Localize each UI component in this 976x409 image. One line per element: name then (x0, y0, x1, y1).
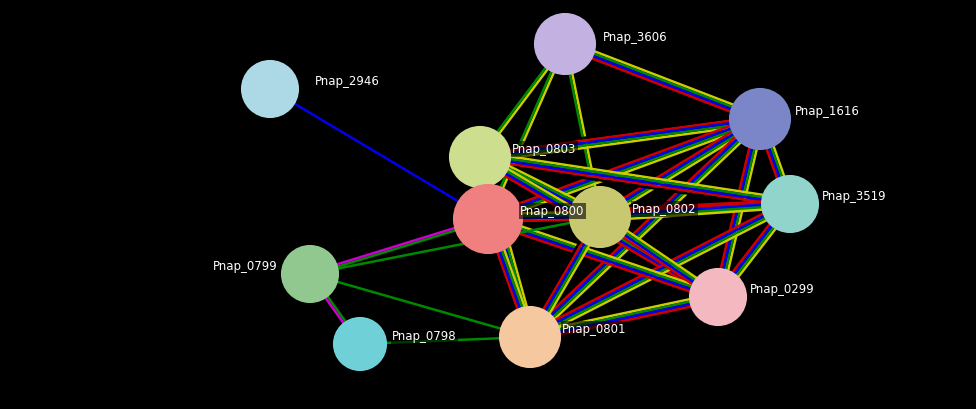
Text: Pnap_0799: Pnap_0799 (213, 260, 278, 273)
Text: Pnap_0803: Pnap_0803 (512, 143, 577, 156)
Circle shape (730, 90, 790, 150)
Circle shape (500, 307, 560, 367)
Circle shape (282, 246, 338, 302)
Text: Pnap_0798: Pnap_0798 (392, 330, 457, 343)
Text: Pnap_3519: Pnap_3519 (822, 190, 886, 203)
Text: Pnap_1616: Pnap_1616 (795, 105, 860, 118)
Circle shape (334, 318, 386, 370)
Circle shape (690, 270, 746, 325)
Circle shape (454, 186, 522, 254)
Text: Pnap_0299: Pnap_0299 (750, 283, 815, 296)
Text: Pnap_2946: Pnap_2946 (315, 75, 380, 88)
Circle shape (535, 15, 595, 75)
Text: Pnap_0800: Pnap_0800 (520, 205, 585, 218)
Text: Pnap_0802: Pnap_0802 (632, 203, 697, 216)
Circle shape (450, 128, 510, 188)
Text: Pnap_3606: Pnap_3606 (603, 30, 668, 43)
Circle shape (762, 177, 818, 232)
Circle shape (242, 62, 298, 118)
Circle shape (570, 188, 630, 247)
Text: Pnap_0801: Pnap_0801 (562, 323, 627, 336)
